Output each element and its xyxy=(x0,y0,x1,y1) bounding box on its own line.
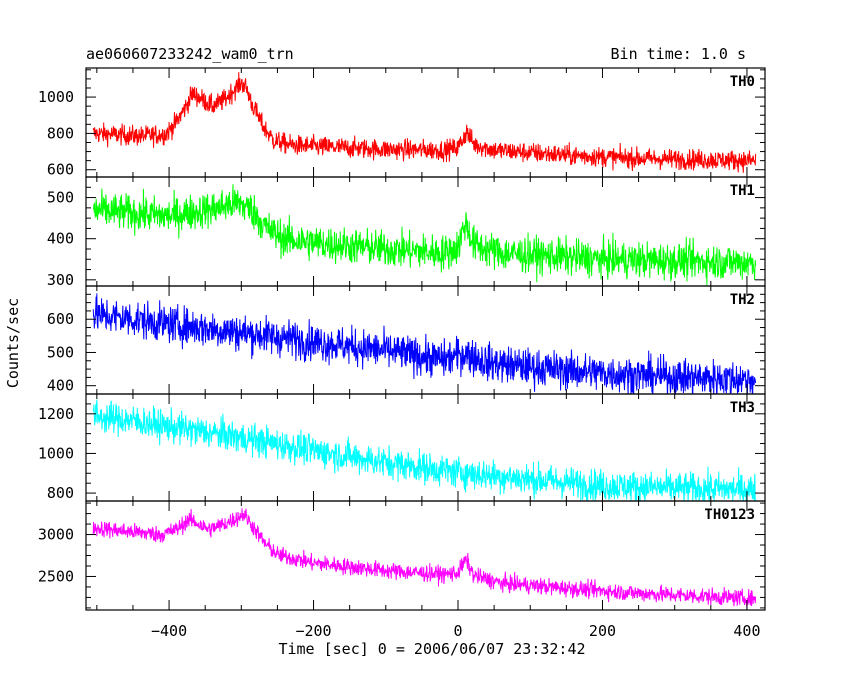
bin-time-label: Bin time: 1.0 s xyxy=(611,45,746,63)
x-tick-label: 400 xyxy=(733,622,760,640)
x-axis-title: Time [sec] 0 = 2006/06/07 23:32:42 xyxy=(278,640,585,658)
y-tick-label: 300 xyxy=(47,271,74,289)
panel-th1: TH1 300 400 500 xyxy=(47,176,766,289)
y-tick-label: 1000 xyxy=(38,444,74,462)
x-tick-label: −200 xyxy=(295,622,331,640)
y-tick-label: 1000 xyxy=(38,88,74,106)
series-line-th0 xyxy=(92,72,757,173)
y-tick-label: 2500 xyxy=(38,567,74,585)
y-axis-title: Counts/sec xyxy=(4,298,22,388)
panel-th0123: TH0123 2500 3000 xyxy=(38,500,766,611)
y-tick-label: 600 xyxy=(47,161,74,179)
panel-label: TH0123 xyxy=(704,507,755,523)
y-tick-label: 600 xyxy=(47,310,74,328)
y-tick-label: 400 xyxy=(47,377,74,395)
x-tick-label: −400 xyxy=(151,622,187,640)
series-line-th3 xyxy=(92,399,756,501)
y-tick-label: 500 xyxy=(47,189,74,207)
series-line-th2 xyxy=(92,293,757,394)
y-tick-label: 500 xyxy=(47,343,74,361)
panel-label: TH1 xyxy=(730,183,755,199)
series-line-th1 xyxy=(92,184,757,286)
panel-label: TH3 xyxy=(730,400,755,416)
chart-title: ae060607233242_wam0_trn xyxy=(86,45,294,63)
y-tick-label: 1200 xyxy=(38,405,74,423)
y-tick-label: 3000 xyxy=(38,526,74,544)
y-tick-label: 800 xyxy=(47,484,74,502)
series-line-th0123 xyxy=(92,508,757,609)
y-tick-label: 400 xyxy=(47,230,74,248)
y-tick-label: 800 xyxy=(47,124,74,142)
x-tick-label: 200 xyxy=(589,622,616,640)
panel-label: TH2 xyxy=(730,292,755,308)
panel-th3: TH3 800 1000 1200 xyxy=(38,393,766,502)
panel-label: TH0 xyxy=(730,74,755,90)
panel-th2: TH2 400 500 600 xyxy=(47,285,766,395)
panels-group: TH0 600 800 1000 TH1 300 400 500 TH2 400 500 600 TH3… xyxy=(38,67,766,640)
x-tick-label: 0 xyxy=(453,622,462,640)
panel-th0: TH0 600 800 1000 xyxy=(38,67,766,179)
